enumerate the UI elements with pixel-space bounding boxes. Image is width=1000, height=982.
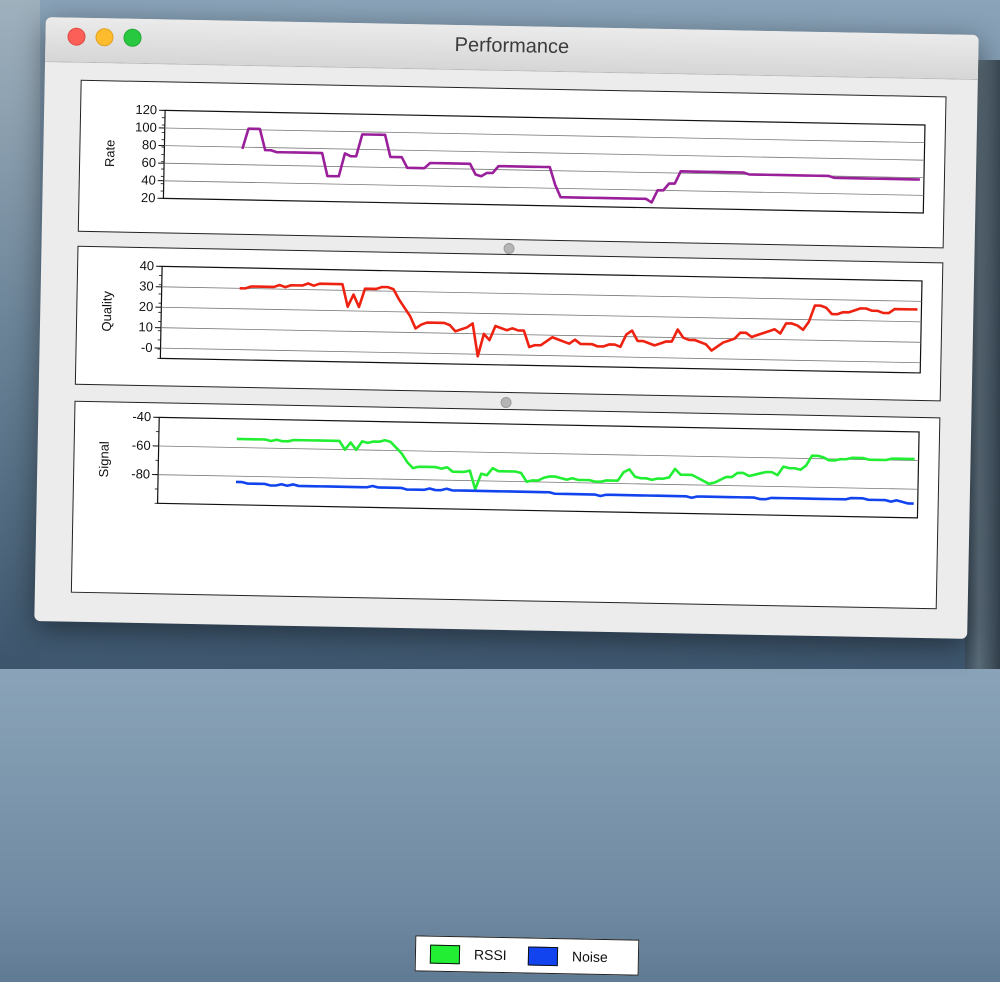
y-tick-label: 100 [135,119,157,134]
window-title: Performance [45,26,978,67]
quality-chart: 40 30 20 10 -0 Quality [76,247,942,401]
y-tick-label: 30 [139,278,154,293]
noise-legend-label: Noise [572,948,608,965]
y-axis-label: Signal [96,441,112,478]
desktop-background-left [0,0,40,669]
y-tick-label: 20 [141,190,156,205]
y-axis-label: Rate [102,139,118,167]
signal-chart: -40 -60 -80 Signal [73,402,939,529]
y-axis-label: Quality [99,290,115,331]
y-tick-label: 40 [140,258,155,273]
split-handle[interactable] [500,397,511,408]
rate-chart: 120 100 80 60 40 20 Rate [79,81,946,248]
quality-panel: 40 30 20 10 -0 Quality [75,246,944,402]
plot-frame [163,110,925,213]
rate-panel: 120 100 80 60 40 20 Rate [78,80,947,249]
y-tick-label: 10 [138,319,153,334]
y-tick-label: 80 [142,137,157,152]
y-tick-label: -80 [131,466,150,481]
y-tick-label: -40 [132,409,151,424]
noise-legend-swatch [528,947,558,967]
y-tick-label: 60 [142,155,157,170]
rssi-legend-label: RSSI [474,946,507,963]
title-bar[interactable]: Performance [45,17,979,80]
y-tick-label: -0 [141,340,153,355]
split-handle[interactable] [503,243,514,254]
legend: RSSI Noise [415,935,640,975]
y-tick-label: -60 [132,437,151,452]
y-tick-label: 40 [141,172,156,187]
y-tick-label: 120 [135,102,157,117]
performance-window: Performance 120 100 80 60 40 20 Rate 40 30 20 10 -… [34,17,978,639]
rssi-legend-swatch [430,945,460,965]
y-tick-label: 20 [139,299,154,314]
